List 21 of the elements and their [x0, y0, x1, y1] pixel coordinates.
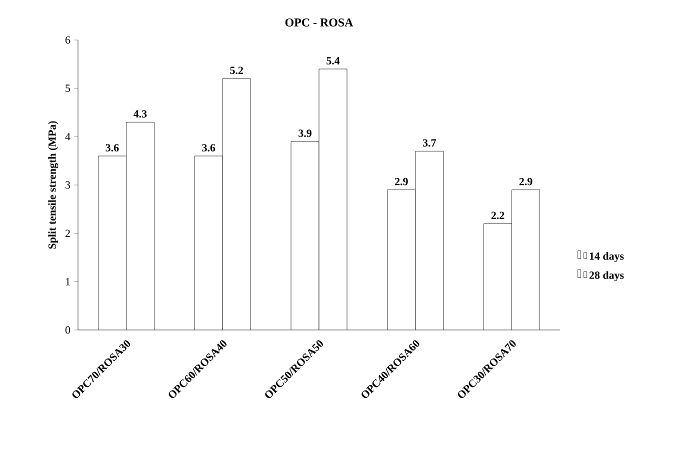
y-tick-label: 4: [65, 133, 70, 140]
data-label: 3.7: [422, 139, 436, 147]
legend-label: 14 days: [590, 252, 624, 262]
data-label: 4.3: [134, 110, 147, 118]
data-label: 3.6: [202, 144, 216, 152]
chart-title: OPC - ROSA: [285, 18, 354, 26]
data-label: 5.4: [326, 57, 340, 64]
y-tick-label: 2: [65, 230, 70, 237]
data-label: 2.9: [519, 178, 532, 186]
legend-label: 28 days: [589, 271, 624, 282]
y-tick-label: 1: [66, 278, 70, 286]
y-axis-title: Split tensile strength (MPa): [48, 121, 58, 249]
y-tick-label: 6: [65, 36, 70, 44]
y-tick-label: 0: [65, 326, 70, 334]
data-label: 2.9: [395, 178, 408, 186]
data-label: 3.6: [106, 144, 119, 152]
data-label: 3.9: [298, 130, 312, 137]
data-label: 2.2: [491, 212, 504, 220]
y-tick-label: 5: [66, 84, 70, 92]
y-tick-label: 3: [66, 181, 70, 189]
data-label: 5.2: [230, 66, 243, 74]
